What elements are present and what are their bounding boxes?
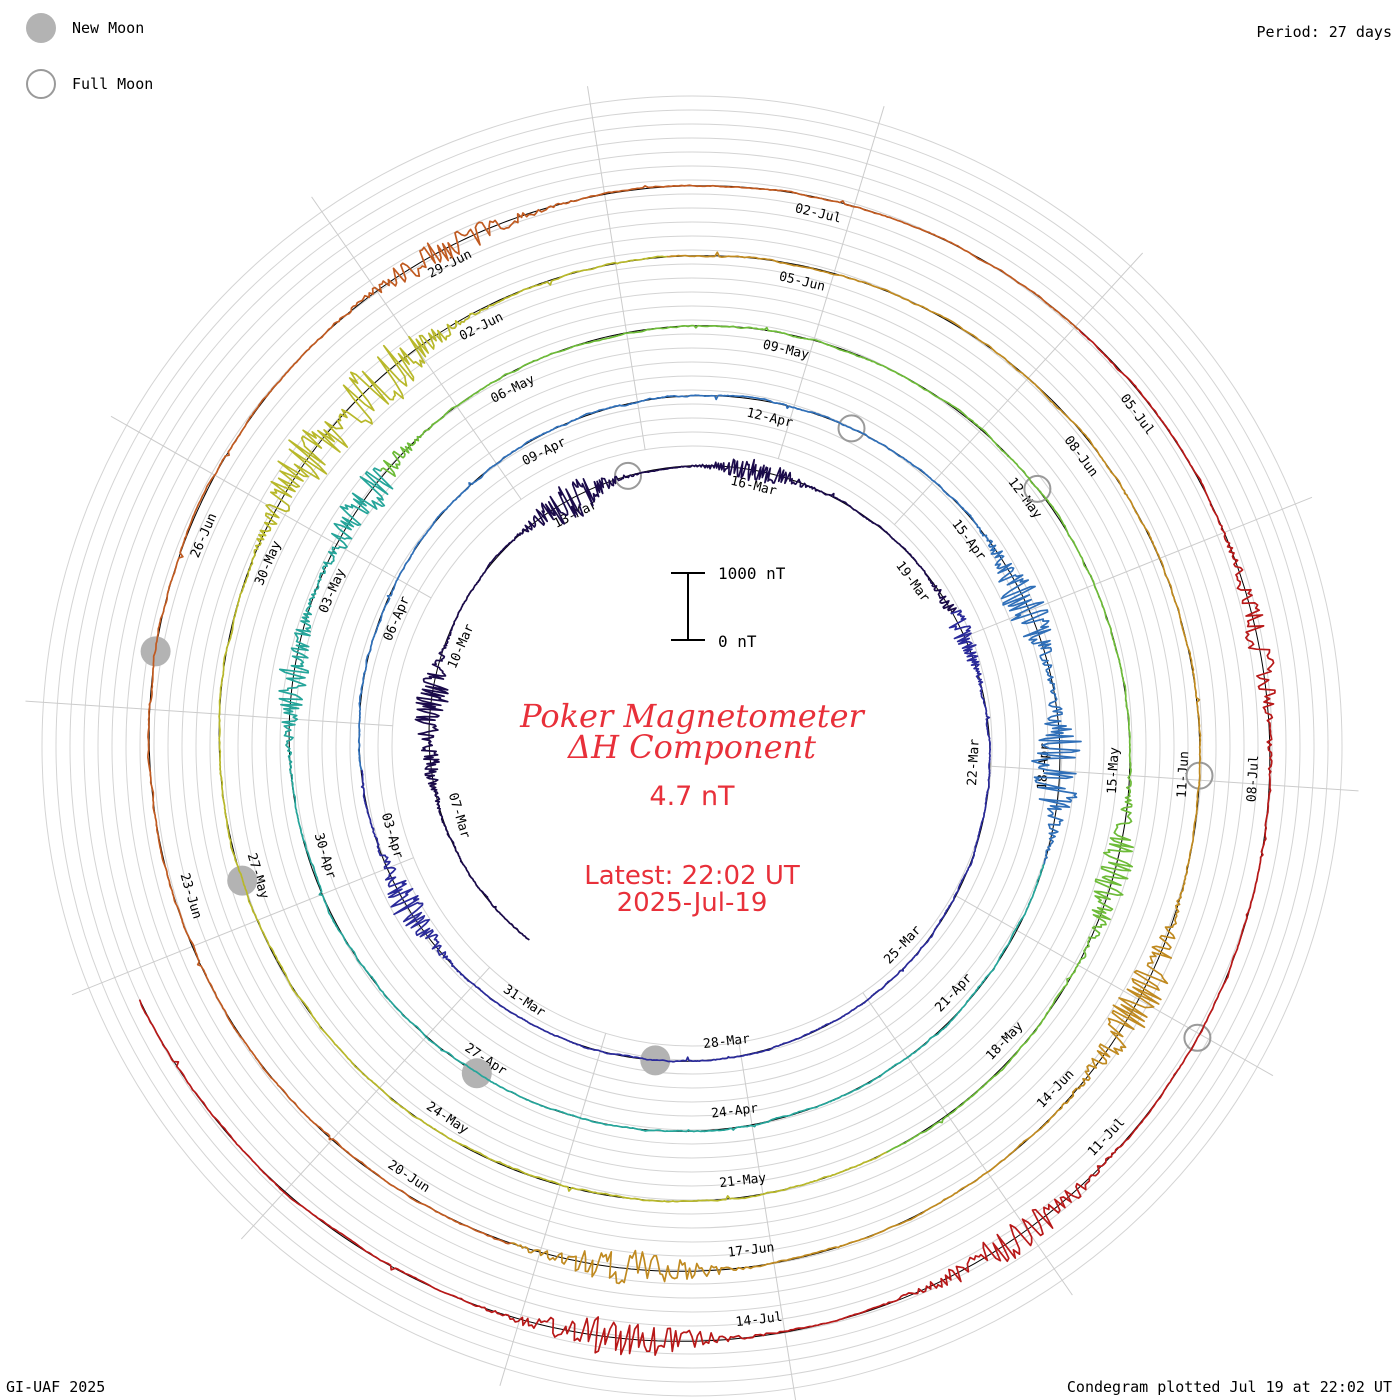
full-moon-marker xyxy=(614,461,642,490)
full-moon-marker xyxy=(1023,474,1052,503)
grid-ring xyxy=(97,151,1287,1341)
grid-ring xyxy=(111,165,1273,1327)
date-label: 18-May xyxy=(983,1019,1026,1064)
date-label: 06-May xyxy=(489,372,538,407)
date-label: 02-Jun xyxy=(457,310,506,345)
grid-layer xyxy=(25,86,1359,1400)
date-label: 14-Jul xyxy=(735,1310,783,1330)
date-label: 24-May xyxy=(423,1099,471,1137)
grid-ring xyxy=(391,445,993,1047)
full-moon-label: Full Moon xyxy=(72,75,154,93)
grid-ring xyxy=(195,249,1189,1243)
footer-credit: GI-UAF 2025 xyxy=(6,1378,106,1396)
trace-segment xyxy=(360,609,992,1063)
legend-full-moon: Full Moon xyxy=(26,69,153,99)
magnetometer-trace xyxy=(138,184,1276,1356)
grid-ring xyxy=(377,431,1007,1061)
date-label: 06-Apr xyxy=(381,594,413,643)
trace-segment xyxy=(357,394,1082,865)
grid-ring xyxy=(279,333,1105,1159)
trace-segment xyxy=(138,329,1276,1356)
date-label: 15-May xyxy=(1105,747,1123,795)
grid-ring xyxy=(237,291,1147,1201)
new-moon-icon xyxy=(26,13,56,43)
latest-time: Latest: 22:02 UT xyxy=(584,861,800,891)
date-label: 16-Mar xyxy=(729,474,778,499)
date-label: 14-Jun xyxy=(1034,1067,1077,1111)
grid-spoke xyxy=(952,893,1274,1077)
grid-spoke xyxy=(862,992,1073,1296)
grid-spoke xyxy=(970,496,1313,635)
trace-segment xyxy=(147,184,1080,1245)
full-moon-marker xyxy=(1183,1023,1212,1052)
grid-ring xyxy=(363,417,1021,1075)
grid-ring xyxy=(181,235,1203,1257)
footer-plotted-time: Condegram plotted Jul 19 at 22:02 UT xyxy=(1066,1378,1392,1396)
date-label: 07-Mar xyxy=(445,791,473,840)
grid-ring xyxy=(349,403,1035,1089)
grid-spoke xyxy=(587,86,646,450)
grid-ring xyxy=(223,277,1161,1215)
grid-ring xyxy=(153,207,1231,1285)
grid-ring xyxy=(265,319,1119,1173)
grid-ring xyxy=(293,347,1091,1145)
grid-ring xyxy=(83,137,1301,1355)
date-label: 31-Mar xyxy=(500,982,548,1020)
center-annotation: Poker Magnetometer ΔH Component 4.7 nT L… xyxy=(519,697,865,918)
grid-ring xyxy=(55,109,1329,1383)
scale-top-label: 1000 nT xyxy=(718,564,786,583)
date-label: 24-Apr xyxy=(711,1101,760,1121)
trace-segment xyxy=(380,324,1134,1154)
new-moon-marker xyxy=(461,1058,492,1089)
grid-ring xyxy=(307,361,1077,1131)
date-label: 21-May xyxy=(719,1171,768,1191)
current-value: 4.7 nT xyxy=(649,781,735,812)
date-label: 11-Jun xyxy=(1175,751,1193,799)
grid-spoke xyxy=(499,1033,607,1386)
date-label: 17-Jun xyxy=(727,1240,775,1260)
chart-title-line2: ΔH Component xyxy=(566,728,816,766)
date-label: 21-Apr xyxy=(932,971,975,1016)
date-label: 20-Jun xyxy=(385,1158,432,1196)
trace-segment xyxy=(278,467,1045,1133)
grid-ring xyxy=(209,263,1175,1229)
period-label: Period: 27 days xyxy=(1256,23,1392,41)
grid-ring xyxy=(321,375,1063,1117)
trace-segment xyxy=(414,458,957,941)
full-moon-icon xyxy=(26,69,56,99)
date-label: 22-Mar xyxy=(965,738,983,786)
date-label: 10-Mar xyxy=(445,622,477,671)
trace-segment xyxy=(511,251,1202,1285)
grid-spoke xyxy=(777,106,885,459)
grid-spoke xyxy=(240,967,490,1240)
grid-ring xyxy=(167,221,1217,1271)
trace-segment xyxy=(218,255,887,1203)
grid-ring xyxy=(139,193,1245,1299)
scale-bottom-label: 0 nT xyxy=(718,632,757,651)
date-label: 19-Mar xyxy=(892,559,932,606)
grid-spoke xyxy=(25,700,393,727)
latest-date: 2025-Jul-19 xyxy=(617,888,768,918)
new-moon-label: New Moon xyxy=(72,19,145,37)
grid-spoke xyxy=(71,857,414,996)
date-label: 11-Jul xyxy=(1085,1115,1128,1159)
scale-bar: 1000 nT 0 nT xyxy=(671,564,786,651)
grid-ring xyxy=(41,95,1343,1397)
date-label: 25-Mar xyxy=(881,923,924,968)
grid-ring xyxy=(251,305,1133,1187)
grid-spoke xyxy=(894,252,1144,525)
grid-spoke xyxy=(110,415,432,599)
date-label: 08-Jul xyxy=(1245,755,1263,803)
grid-ring xyxy=(335,389,1049,1103)
grid-ring xyxy=(125,179,1259,1313)
legend-new-moon: New Moon xyxy=(26,13,144,43)
date-label: 28-Mar xyxy=(702,1032,751,1052)
date-label: 09-Apr xyxy=(520,435,569,470)
chart-title-line1: Poker Magnetometer xyxy=(519,697,865,735)
grid-ring xyxy=(69,123,1315,1369)
grid-spoke xyxy=(738,1042,797,1400)
full-moon-marker xyxy=(837,414,866,443)
